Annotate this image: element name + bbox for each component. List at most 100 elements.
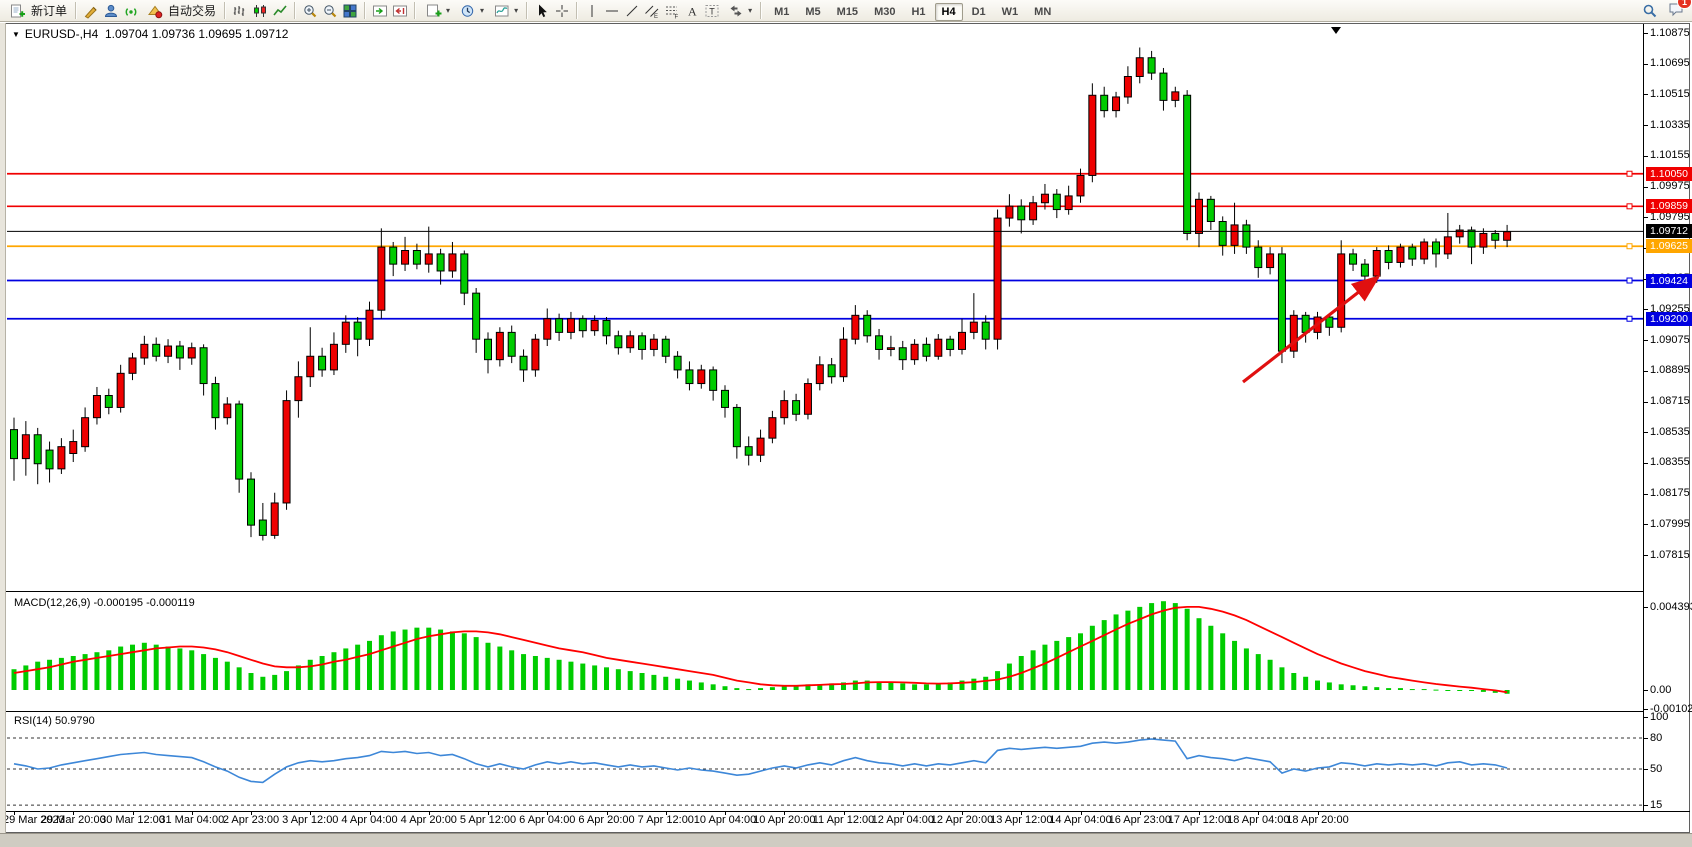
period-button-W1[interactable]: W1 <box>1001 5 1019 18</box>
macd-histogram-bar <box>627 671 633 690</box>
price-axis-line <box>1643 24 1644 811</box>
macd-histogram-bar <box>686 680 692 690</box>
periods-dropdown[interactable]: ▾ <box>454 0 488 21</box>
macd-histogram-bar <box>1172 603 1178 690</box>
line-handle[interactable] <box>1626 243 1633 250</box>
candle-body <box>436 253 445 272</box>
price-line-badge: 1.10050 <box>1646 166 1692 181</box>
new-order-button[interactable]: 新订单 <box>4 0 71 21</box>
candle-body <box>495 331 504 361</box>
tile-windows-icon[interactable] <box>340 1 360 20</box>
svg-text:E: E <box>654 14 658 19</box>
candle-body <box>258 519 267 536</box>
time-tick <box>310 811 312 815</box>
search-icon[interactable] <box>1640 1 1660 20</box>
window-left-edge <box>0 23 6 847</box>
autotrading-button[interactable]: 自动交易 <box>141 0 220 21</box>
macd-histogram-bar <box>426 627 432 690</box>
macd-histogram-bar <box>224 661 230 690</box>
candle-body <box>1337 253 1346 328</box>
bar-chart-icon[interactable] <box>230 1 250 20</box>
rsi-pane[interactable] <box>7 713 1644 810</box>
cursor-icon[interactable] <box>532 1 552 20</box>
chevron-down-icon: ▾ <box>514 6 519 15</box>
period-button-M30[interactable]: M30 <box>874 5 896 18</box>
period-button-M15[interactable]: M15 <box>836 5 859 18</box>
price-chart-pane[interactable] <box>7 24 1644 590</box>
horizontal-line-icon[interactable] <box>602 1 622 20</box>
text-label-icon[interactable]: T <box>702 1 722 20</box>
toolbar-divider <box>760 2 763 19</box>
arrows-icon <box>726 1 746 20</box>
candle-body <box>306 355 315 378</box>
candle-body <box>1360 263 1369 277</box>
macd-histogram-bar <box>47 659 53 690</box>
new-chart-dropdown[interactable]: ▾ <box>420 0 454 21</box>
candle-body <box>1467 229 1476 248</box>
macd-histogram-bar <box>912 684 918 690</box>
period-button-M1[interactable]: M1 <box>774 5 790 18</box>
candlestick-icon[interactable] <box>250 1 270 20</box>
line-handle[interactable] <box>1626 203 1633 210</box>
time-tick <box>1139 811 1141 815</box>
candle-body <box>1029 202 1038 221</box>
text-icon[interactable]: A <box>682 1 702 20</box>
vertical-line-icon[interactable] <box>582 1 602 20</box>
styler-icon[interactable] <box>81 1 101 20</box>
new-order-icon <box>8 1 28 20</box>
annotation-arrow[interactable] <box>1242 275 1381 384</box>
macd-histogram-bar <box>402 629 408 690</box>
pane-separator[interactable] <box>6 591 1643 592</box>
candle-body <box>128 357 137 374</box>
trendline-icon[interactable] <box>622 1 642 20</box>
rsi-label: RSI(14) 50.9790 <box>11 715 98 727</box>
chart-shift-marker[interactable] <box>1331 27 1341 34</box>
time-tick-label: 7 Apr 12:00 <box>637 814 694 826</box>
time-tick-label: 12 Apr 20:00 <box>930 814 994 826</box>
macd-histogram-bar <box>1480 690 1486 692</box>
macd-tick-label: 0.00 <box>1650 683 1672 696</box>
candle-body <box>946 338 955 350</box>
fibonacci-icon[interactable]: F <box>662 1 682 20</box>
notifications-button[interactable]: 1 <box>1666 0 1692 22</box>
candle-body <box>519 355 528 371</box>
community-icon[interactable] <box>101 1 121 20</box>
period-button-MN[interactable]: MN <box>1034 5 1052 18</box>
candle-body <box>282 400 291 504</box>
chart-title[interactable]: ▼ EURUSD-,H4 1.09704 1.09736 1.09695 1.09… <box>12 27 295 41</box>
macd-histogram-bar <box>236 667 242 690</box>
price-tick <box>1644 309 1648 311</box>
candle-body <box>175 345 184 359</box>
period-button-H1[interactable]: H1 <box>911 5 926 18</box>
line-handle[interactable] <box>1626 315 1633 322</box>
period-button-H4[interactable]: H4 <box>934 2 963 21</box>
period-button-D1[interactable]: D1 <box>971 5 986 18</box>
zoom-out-icon[interactable] <box>320 1 340 20</box>
signal-icon[interactable] <box>121 1 141 20</box>
time-tick <box>902 811 904 815</box>
macd-pane[interactable] <box>7 593 1644 710</box>
template-dropdown[interactable]: ▾ <box>488 0 522 21</box>
candle-body <box>1112 96 1121 112</box>
macd-histogram-bar <box>817 684 823 690</box>
rsi-tick <box>1644 769 1648 770</box>
line-handle[interactable] <box>1626 170 1633 177</box>
candle-body <box>1088 94 1097 176</box>
line-chart-icon[interactable] <box>270 1 290 20</box>
price-tick <box>1644 524 1648 526</box>
period-button-M5[interactable]: M5 <box>805 5 821 18</box>
arrows-dropdown[interactable]: ▾ <box>722 0 756 21</box>
line-handle[interactable] <box>1626 277 1633 284</box>
crosshair-icon[interactable] <box>552 1 572 20</box>
zoom-in-icon[interactable] <box>300 1 320 20</box>
macd-histogram-bar <box>331 652 337 690</box>
candle-body <box>1123 75 1132 98</box>
chart-expand-icon[interactable]: ▼ <box>12 30 20 39</box>
pane-separator[interactable] <box>6 711 1643 712</box>
main-toolbar: 新订单 自动交易 ▾ ▾ ▾ E F A T ▾ <box>0 0 1692 22</box>
macd-histogram-bar <box>935 683 941 690</box>
auto-scroll-icon[interactable] <box>370 1 390 20</box>
macd-histogram-bar <box>118 646 124 690</box>
chart-shift-icon[interactable] <box>390 1 410 20</box>
channel-icon[interactable]: E <box>642 1 662 20</box>
